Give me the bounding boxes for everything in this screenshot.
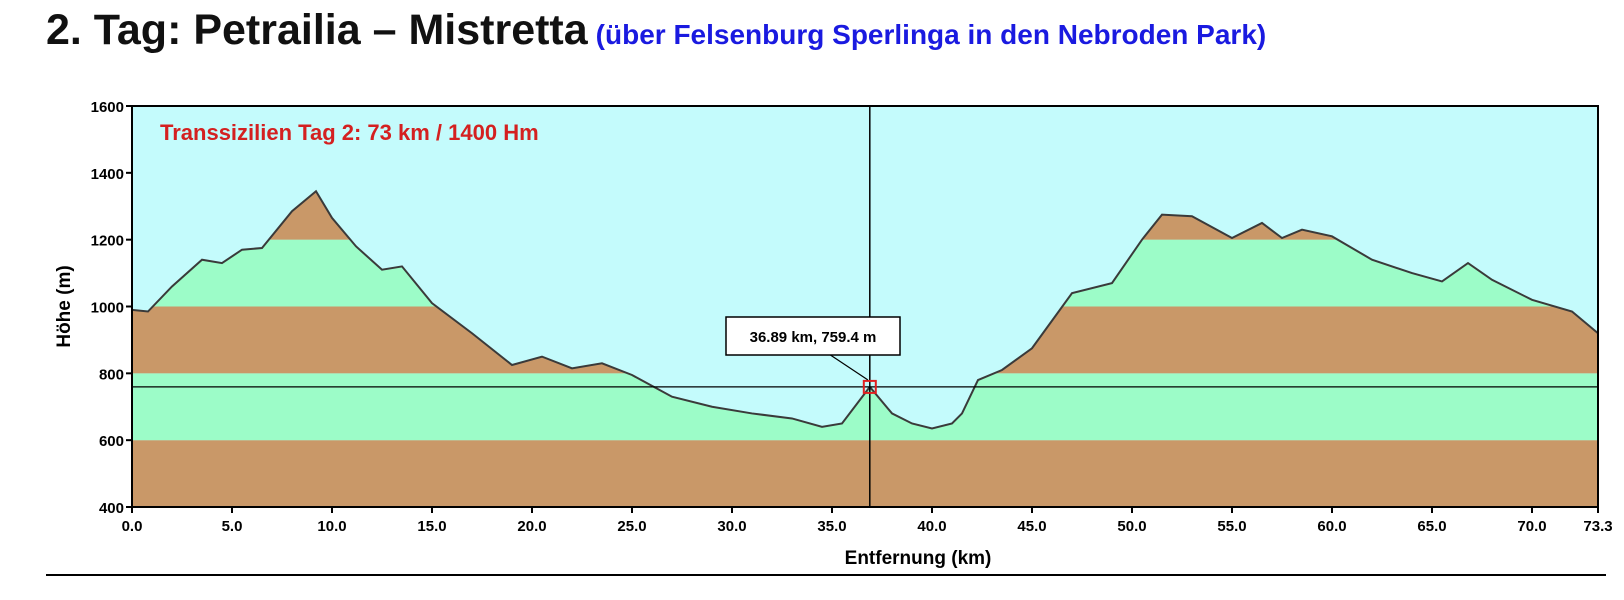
x-tick-label: 45.0	[1017, 518, 1046, 535]
y-axis-label: Höhe (m)	[54, 265, 75, 347]
y-tick-label: 1600	[91, 99, 124, 116]
elevation-band	[132, 440, 1598, 507]
x-tick-label: 25.0	[617, 518, 646, 535]
page-subtitle: (über Felsenburg Sperlinga in den Nebrod…	[595, 19, 1267, 50]
y-tick-label: 400	[99, 500, 124, 517]
y-tick-label: 800	[99, 366, 124, 383]
callout-box	[725, 316, 901, 356]
x-tick-label: 40.0	[917, 518, 946, 535]
x-tick-label: 30.0	[717, 518, 746, 535]
cursor-marker	[862, 379, 877, 394]
callout-label: 36.89 km, 759.4 m	[750, 329, 877, 346]
x-tick-label: 65.0	[1417, 518, 1446, 535]
x-tick-label: 60.0	[1317, 518, 1346, 535]
x-tick-label: 0.0	[122, 518, 143, 535]
chart-title: Transsizilien Tag 2: 73 km / 1400 Hm	[160, 120, 539, 145]
x-tick-label: 50.0	[1117, 518, 1146, 535]
x-axis-label: Entfernung (km)	[845, 548, 992, 569]
bottom-divider	[46, 574, 1606, 576]
x-tick-label: 70.0	[1517, 518, 1546, 535]
y-tick-label: 600	[99, 433, 124, 450]
x-tick-label: 15.0	[417, 518, 446, 535]
page-title: 2. Tag: Petrailia – Mistretta (über Felse…	[46, 6, 1266, 55]
y-tick-label: 1000	[91, 300, 124, 317]
x-tick-label: 5.0	[222, 518, 243, 535]
page-title-main: 2. Tag: Petrailia – Mistretta	[46, 6, 588, 54]
x-tick-label: 73.3	[1583, 518, 1612, 535]
x-tick-label: 10.0	[317, 518, 346, 535]
y-tick-label: 1200	[91, 233, 124, 250]
x-tick-label: 35.0	[817, 518, 846, 535]
callout-pointer	[830, 354, 869, 381]
x-tick-label: 55.0	[1217, 518, 1246, 535]
x-tick-label: 20.0	[517, 518, 546, 535]
y-tick-label: 1400	[91, 166, 124, 183]
